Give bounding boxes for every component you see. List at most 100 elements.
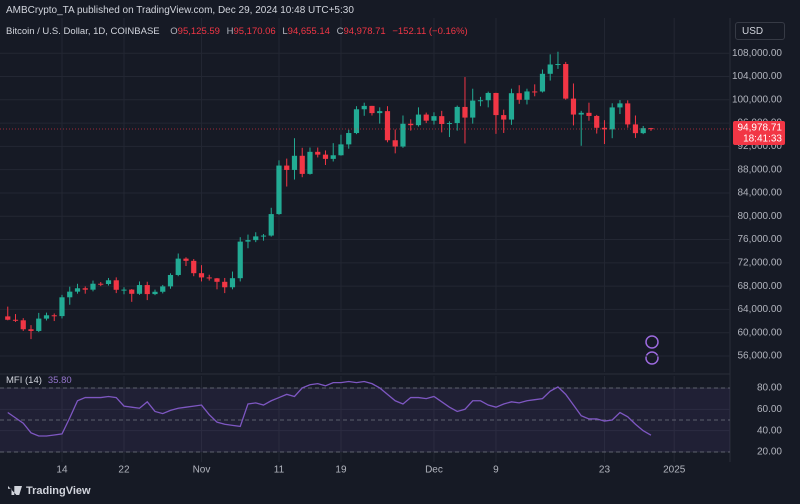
candle-body xyxy=(470,100,476,118)
candle-body xyxy=(547,64,553,74)
y-tick-label: 60,000.00 xyxy=(738,327,783,338)
candle-body xyxy=(361,105,367,110)
indicator-legend: MFI (14) 35.80 xyxy=(6,375,72,386)
candle-body xyxy=(175,258,181,275)
symbol-title: Bitcoin / U.S. Dollar, 1D, COINBASE xyxy=(6,26,160,37)
candle-body xyxy=(625,103,631,125)
candle-body xyxy=(299,155,305,174)
ohlc-value: 94,655.14 xyxy=(287,26,330,37)
y-tick-label: 88,000.00 xyxy=(738,164,783,175)
candle-body xyxy=(555,64,561,66)
y-tick-label: 108,000.00 xyxy=(732,48,782,59)
candle-body xyxy=(516,93,522,100)
candle-body xyxy=(586,112,592,116)
candle-body xyxy=(369,105,375,114)
x-tick-label: 22 xyxy=(118,465,130,476)
candle-body xyxy=(315,151,321,155)
candle-body xyxy=(307,151,313,174)
candle-body xyxy=(253,236,259,241)
y-tick-label: 76,000.00 xyxy=(738,234,783,245)
candle-body xyxy=(51,315,57,317)
y-tick-label: 100,000.00 xyxy=(732,94,782,105)
y-tick-label: 72,000.00 xyxy=(738,257,783,268)
candle-body xyxy=(632,124,639,134)
candle-body xyxy=(353,109,360,134)
ohlc-key: L xyxy=(282,26,288,37)
candle-body xyxy=(245,240,251,242)
candle-body xyxy=(532,91,538,93)
ohlc-key: O xyxy=(170,26,178,37)
candle-body xyxy=(392,140,398,147)
candle-body xyxy=(291,155,298,170)
ohlc-value: 94,978.71 xyxy=(343,26,386,37)
candle-body xyxy=(594,115,600,128)
logo-text: TradingView xyxy=(26,485,91,497)
currency-button[interactable]: USD xyxy=(735,22,785,40)
candle-body xyxy=(617,103,623,108)
x-tick-label: 23 xyxy=(599,465,611,476)
countdown: 18:41:33 xyxy=(743,134,782,145)
logo: TradingView xyxy=(8,485,91,497)
legend: Bitcoin / U.S. Dollar, 1D, COINBASE O95,… xyxy=(6,26,472,37)
candle-body xyxy=(493,92,499,116)
candle-body xyxy=(136,285,143,294)
candle-body xyxy=(648,128,654,130)
candle-body xyxy=(105,280,112,285)
candle-body xyxy=(439,116,445,124)
ohlc-key: H xyxy=(226,26,234,37)
candle-body xyxy=(400,123,406,147)
candle-body xyxy=(90,283,96,290)
y-tick-label: 80,000.00 xyxy=(738,211,783,222)
price-label-box xyxy=(733,121,785,146)
candle-body xyxy=(20,320,26,330)
candle-body xyxy=(640,128,646,134)
icons xyxy=(645,335,659,365)
y-tick-label: 68,000.00 xyxy=(738,281,783,292)
x-tick-label: 11 xyxy=(274,465,285,476)
candle-body xyxy=(206,277,212,279)
candle-body xyxy=(28,329,34,331)
logo-mark xyxy=(8,486,22,495)
candle-body xyxy=(330,155,336,159)
icon xyxy=(645,335,659,349)
indicator-value: 35.80 xyxy=(47,375,72,386)
candle-body xyxy=(260,235,267,237)
candle-body xyxy=(384,111,391,141)
indicator-line xyxy=(7,380,652,437)
candle-body xyxy=(346,133,352,145)
x-tick-label: Dec xyxy=(425,465,443,476)
candle-body xyxy=(508,93,515,120)
candle-body xyxy=(237,241,243,279)
candle-body xyxy=(98,283,104,285)
last-price-label: 94,978.71 xyxy=(738,123,783,134)
candle-body xyxy=(446,123,453,125)
candle-body xyxy=(462,106,468,118)
x-tick-label: 2025 xyxy=(663,465,686,476)
change: −152.11 (−0.16%) xyxy=(392,26,468,37)
y-tick-label: 56,000.00 xyxy=(738,351,783,362)
candle-body xyxy=(82,288,88,290)
candle-body xyxy=(570,98,577,115)
x-tick-label: Nov xyxy=(193,465,211,476)
candle-body xyxy=(338,144,344,156)
candle-body xyxy=(129,289,135,294)
candle-body xyxy=(67,291,73,298)
indicator-name: MFI (14) xyxy=(6,375,42,386)
candle-body xyxy=(74,288,81,292)
x-tick-label: 14 xyxy=(56,465,68,476)
candle-body xyxy=(578,112,584,115)
candle-body xyxy=(431,116,437,121)
candle-body xyxy=(268,214,274,236)
y-tick-label: 20.00 xyxy=(757,447,782,458)
candle-body xyxy=(322,154,329,159)
candle-body xyxy=(144,285,150,295)
candle-body xyxy=(501,115,507,120)
candle-body xyxy=(36,318,42,331)
ohlc-value: 95,125.59 xyxy=(177,26,220,37)
candle-body xyxy=(609,107,615,130)
candle-body xyxy=(59,297,65,317)
candle-body xyxy=(229,278,236,288)
y-tick-label: 60.00 xyxy=(757,404,782,415)
